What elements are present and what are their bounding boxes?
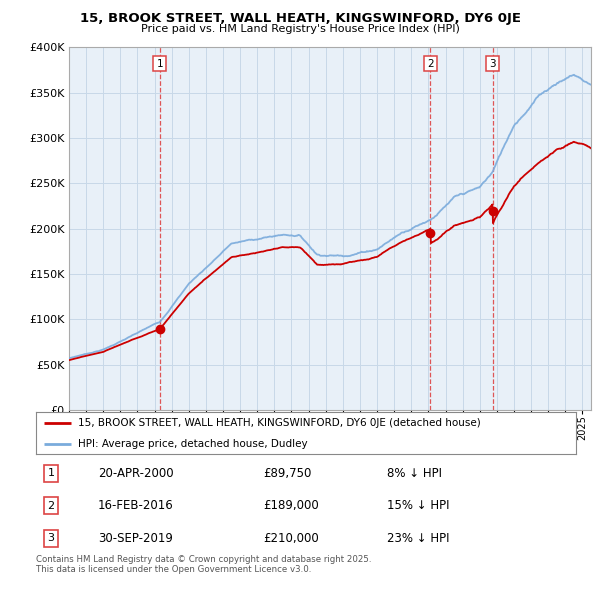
Text: 16-FEB-2016: 16-FEB-2016 xyxy=(98,499,174,512)
Text: Contains HM Land Registry data © Crown copyright and database right 2025.
This d: Contains HM Land Registry data © Crown c… xyxy=(36,555,371,574)
Text: 3: 3 xyxy=(489,58,496,68)
Text: Price paid vs. HM Land Registry's House Price Index (HPI): Price paid vs. HM Land Registry's House … xyxy=(140,24,460,34)
Text: 15, BROOK STREET, WALL HEATH, KINGSWINFORD, DY6 0JE (detached house): 15, BROOK STREET, WALL HEATH, KINGSWINFO… xyxy=(78,418,481,428)
Text: £210,000: £210,000 xyxy=(263,532,319,545)
Text: HPI: Average price, detached house, Dudley: HPI: Average price, detached house, Dudl… xyxy=(78,439,308,448)
Text: 20-APR-2000: 20-APR-2000 xyxy=(98,467,174,480)
Text: 2: 2 xyxy=(427,58,434,68)
Text: 8% ↓ HPI: 8% ↓ HPI xyxy=(387,467,442,480)
Text: 30-SEP-2019: 30-SEP-2019 xyxy=(98,532,173,545)
Text: £189,000: £189,000 xyxy=(263,499,319,512)
Text: 1: 1 xyxy=(47,468,55,478)
Text: 23% ↓ HPI: 23% ↓ HPI xyxy=(387,532,449,545)
Text: 2: 2 xyxy=(47,501,55,511)
Text: 3: 3 xyxy=(47,533,55,543)
Text: £89,750: £89,750 xyxy=(263,467,311,480)
Text: 1: 1 xyxy=(157,58,163,68)
Text: 15% ↓ HPI: 15% ↓ HPI xyxy=(387,499,449,512)
Text: 15, BROOK STREET, WALL HEATH, KINGSWINFORD, DY6 0JE: 15, BROOK STREET, WALL HEATH, KINGSWINFO… xyxy=(79,12,521,25)
